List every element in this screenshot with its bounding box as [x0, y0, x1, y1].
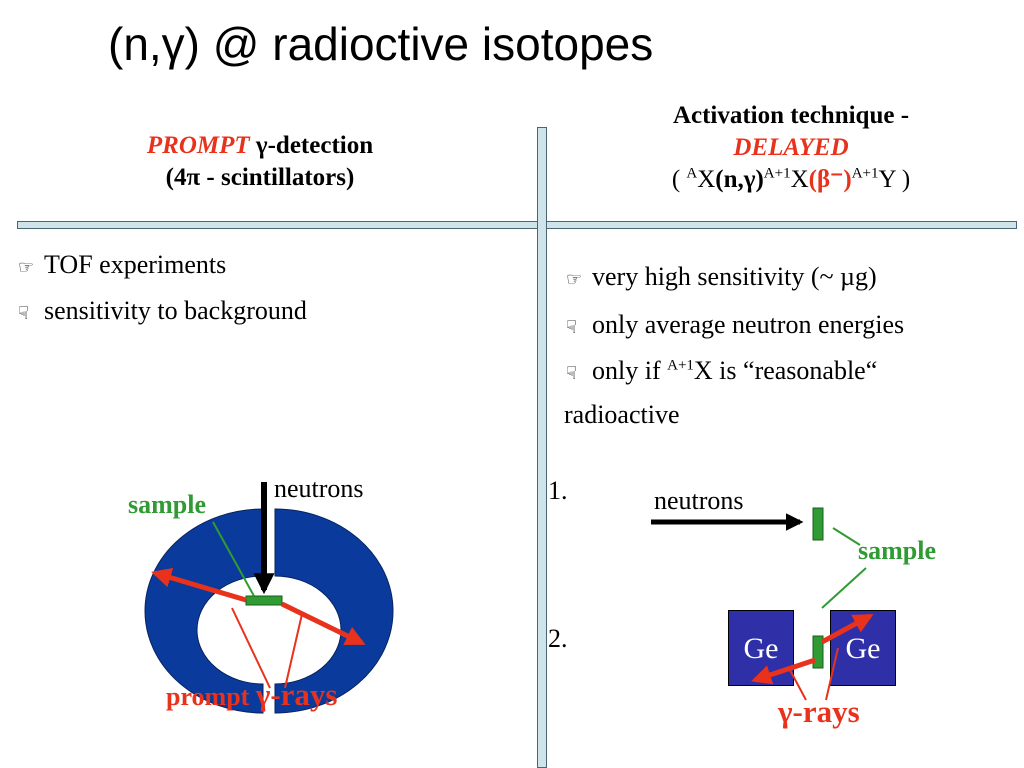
right-column-header: Activation technique - DELAYED ( AX(n,γ)… [586, 100, 996, 196]
neutrons-label-right: neutrons [654, 486, 744, 515]
gamma-rays-label: γ-rays [778, 694, 860, 729]
bullet-reasonable: ☟ only if A+1X is “reasonable“ [566, 356, 877, 389]
ge-detector-left: Ge [728, 610, 794, 686]
sample-label-right: sample [858, 536, 936, 565]
bullet-text: TOF experiments [44, 250, 227, 279]
bullet-average-energies: ☟ only average neutron energies [566, 310, 904, 343]
rays-pointer-line-2 [825, 647, 839, 701]
rays-pointer-line-1 [789, 669, 807, 701]
horizontal-divider [17, 221, 1017, 229]
thumbs-down-icon: ☟ [566, 317, 577, 338]
neutrons-label: neutrons [274, 474, 364, 503]
gamma-ray-arrow-ge-right [820, 613, 874, 645]
bullet-background: ☟ sensitivity to background [18, 296, 307, 329]
bullet-sensitivity: ☞ very high sensitivity (~ µg) [566, 262, 877, 295]
thumbs-down-icon: ☟ [18, 303, 29, 324]
bullet-text: very high sensitivity (~ µg) [592, 262, 877, 291]
bullet-radioactive-line: radioactive [564, 400, 680, 429]
thumbs-down-icon: ☟ [566, 363, 577, 384]
activation-technique-label: Activation technique - [672, 102, 910, 129]
gamma-ray-arrow-ge-left [751, 657, 816, 685]
thumbs-up-icon: ☞ [566, 269, 583, 290]
gamma-ray-arrow-left [151, 567, 247, 603]
thumbs-up-icon: ☞ [18, 257, 35, 278]
step-2-label: 2. [548, 624, 568, 653]
sample-bar-counting [812, 635, 824, 669]
gamma-detection-label: γ-detection [255, 132, 374, 159]
bullet-text: only average neutron energies [592, 310, 905, 339]
reaction-formula: ( AX(n,γ)A+1X(β⁻)A+1Y ) [671, 165, 911, 193]
prompt-pointer-line-2 [284, 613, 303, 689]
scintillators-label: (4π - scintillators) [165, 164, 355, 191]
page-title: (n,γ) @ radioctive isotopes [108, 18, 654, 70]
left-column-header: PROMPT γ-detection (4π - scintillators) [60, 130, 460, 194]
sample-pointer-line-bottom [821, 567, 867, 609]
delayed-label: DELAYED [733, 134, 849, 161]
gamma-ray-arrow-right [280, 601, 366, 646]
prompt-pointer-line-1 [231, 607, 271, 689]
bullet-text: sensitivity to background [44, 296, 307, 325]
prompt-label: PROMPT [146, 132, 250, 159]
prompt-gamma-rays-label: prompt γ-rays [166, 677, 338, 712]
step-1-label: 1. [548, 476, 568, 505]
bullet-tof: ☞ TOF experiments [18, 250, 226, 283]
sample-pointer-line-top [832, 527, 861, 546]
sample-bar [245, 595, 283, 606]
sample-label: sample [128, 490, 206, 519]
left-header-line1: PROMPT γ-detection [60, 130, 460, 162]
sample-bar-activation [812, 507, 824, 541]
sample-pointer-line [212, 521, 255, 597]
